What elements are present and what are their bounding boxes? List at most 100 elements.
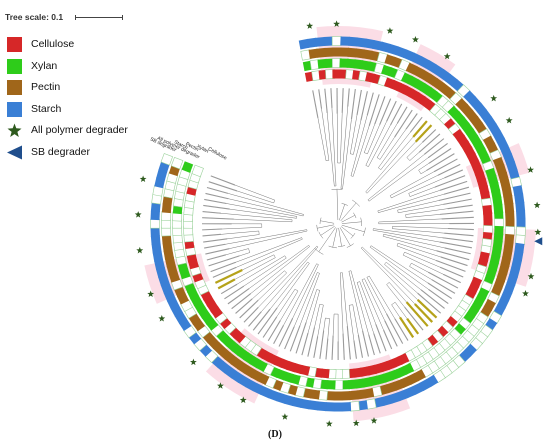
- leaf-label-mark: [357, 335, 364, 358]
- leaf-label-mark: [248, 311, 262, 327]
- leaf-label-mark: [257, 307, 278, 335]
- trait-cell: [504, 233, 515, 244]
- trait-cell: [387, 43, 400, 56]
- trait-cell: [508, 168, 520, 181]
- trait-cell: [325, 402, 335, 412]
- star-icon: [134, 211, 142, 218]
- leaf-label-mark: [373, 333, 381, 354]
- tree-branch: [340, 90, 350, 189]
- legend-label: All polymer degrader: [31, 124, 128, 137]
- star-icon: [281, 413, 289, 420]
- trait-cell: [363, 387, 375, 399]
- leaf-label-mark: [374, 96, 386, 125]
- trait-cell: [317, 58, 328, 69]
- trait-cell: [509, 266, 521, 278]
- star-icon: [217, 382, 224, 389]
- star-icon: [522, 290, 529, 297]
- leaf-label-mark: [442, 237, 473, 243]
- leaf-label-mark: [273, 325, 284, 345]
- leaf-label-mark: [427, 143, 448, 159]
- trait-cell: [315, 36, 326, 47]
- tree-branch: [409, 263, 412, 267]
- trait-cell: [308, 48, 319, 59]
- leaf-label-mark: [428, 271, 459, 289]
- tree-branch: [376, 157, 381, 160]
- leaf-label-mark: [295, 322, 307, 354]
- leaf-label-mark: [440, 256, 468, 267]
- trait-cell: [348, 36, 358, 47]
- leaf-label-mark: [341, 88, 344, 113]
- trait-cell: [340, 36, 350, 46]
- trait-cell: [150, 235, 161, 245]
- trait-cell: [356, 389, 367, 400]
- trait-cell: [150, 202, 161, 213]
- tree-branch: [367, 199, 370, 202]
- tree-branch: [350, 153, 354, 155]
- tree-branch: [382, 234, 384, 237]
- tree-branch: [378, 167, 382, 170]
- leaf-label-mark: [202, 210, 222, 214]
- leaf-label-mark: [434, 175, 466, 188]
- leaf-label-mark: [325, 338, 329, 360]
- tree-branch: [336, 189, 339, 221]
- xylan-swatch-icon: [7, 58, 22, 74]
- trait-cell: [503, 195, 514, 206]
- leaf-label-mark: [447, 227, 474, 231]
- trait-cell: [347, 379, 358, 390]
- tree-branch: [301, 237, 303, 240]
- leaf-label-mark: [443, 273, 461, 284]
- leaf-label-mark: [383, 329, 393, 350]
- leaf-label-mark: [414, 303, 434, 323]
- leaf-label-mark: [386, 313, 404, 344]
- leaf-label-mark: [416, 298, 438, 319]
- leaf-label-mark: [412, 120, 428, 138]
- trait-cell: [150, 227, 160, 237]
- trait-cell: [156, 266, 168, 278]
- leaf-label-mark: [262, 316, 278, 338]
- tree-branch: [396, 243, 399, 247]
- leaf-label-mark: [418, 133, 441, 153]
- trait-cell: [500, 179, 511, 191]
- leaf-label-mark: [214, 268, 243, 284]
- leaf-label-mark: [307, 327, 315, 357]
- legend-label: Pectin: [31, 81, 61, 94]
- tree-branch: [316, 289, 320, 291]
- trait-cell: [160, 282, 173, 294]
- trait-cell: [511, 258, 522, 270]
- leaf-label-mark: [347, 88, 350, 107]
- leaf-label-mark: [235, 298, 253, 314]
- leaf-label-mark: [204, 198, 227, 205]
- tree-branch: [314, 248, 324, 255]
- leaf-label-mark: [243, 307, 259, 323]
- trait-cell: [381, 394, 393, 406]
- trait-cell: [506, 274, 518, 286]
- leaf-label-mark: [441, 216, 474, 220]
- leaf-label-mark: [444, 169, 464, 179]
- leaf-label-mark: [422, 129, 437, 143]
- tree-branch: [307, 261, 310, 264]
- legend-item-xylan: Xylan: [5, 58, 145, 78]
- leaf-label-mark: [436, 250, 470, 261]
- leaf-label-mark: [356, 89, 362, 115]
- tree-branch: [365, 165, 369, 167]
- ring-header-label: Pectin: [184, 141, 199, 153]
- leaf-label-mark: [346, 326, 351, 360]
- star-icon: [490, 94, 498, 102]
- leaf-label-mark: [439, 241, 473, 249]
- pectin-swatch-icon: [7, 80, 22, 96]
- leaf-label-mark: [202, 228, 223, 231]
- trait-cell: [380, 41, 392, 53]
- legend-item-starch: Starch: [5, 101, 145, 121]
- leaf-label-mark: [366, 92, 374, 116]
- tree-branch: [316, 245, 319, 248]
- leaf-label-mark: [239, 299, 259, 319]
- leaf-label-mark: [252, 308, 271, 331]
- tree-branch: [316, 263, 319, 265]
- trait-cell: [150, 210, 160, 221]
- trait-cell: [341, 391, 351, 401]
- leaf-label-mark: [350, 89, 356, 120]
- leaf-label-mark: [278, 318, 294, 347]
- trait-cell: [364, 38, 375, 49]
- tree-scale-bar: [75, 15, 123, 20]
- trait-cell: [504, 202, 515, 213]
